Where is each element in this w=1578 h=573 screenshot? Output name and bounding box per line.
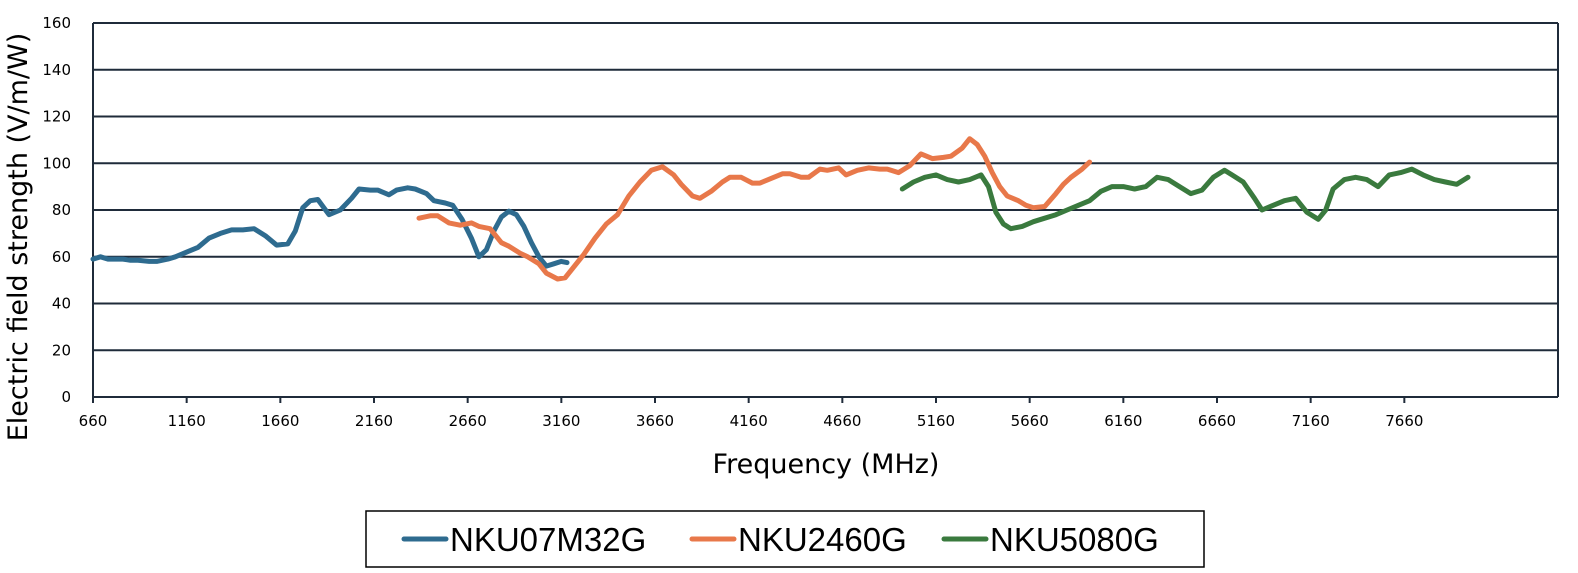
legend-label: NKU5080G [990,521,1159,558]
y-tick-label: 100 [42,154,71,172]
legend-label: NKU07M32G [450,521,646,558]
x-tick-labels: 660 1160 1660 2160 2660 3160 3660 4160 4660 5160 5… [79,397,1423,430]
y-tick-label: 0 [61,388,71,406]
x-tick-label: 4160 [730,412,768,430]
y-tick-label: 140 [42,61,71,79]
x-tick-label: 7160 [1292,412,1330,430]
legend-frame [365,510,1205,568]
series-line-nku2460g [416,136,1093,282]
x-tick-label: 2660 [449,412,487,430]
series-lines [90,136,1471,282]
x-tick-label: 5160 [917,412,955,430]
x-tick-label: 6660 [1198,412,1236,430]
x-tick-label: 4660 [823,412,861,430]
x-tick-label: 3660 [636,412,674,430]
grid-lines [93,22,1558,398]
series-line-nku07m32g [90,185,570,269]
plot-area [92,23,1559,397]
x-tick-label: 1160 [168,412,206,430]
x-tick-label: 1660 [261,412,299,430]
x-axis-title: Frequency (MHz) [713,449,940,480]
x-tick-label: 6160 [1104,412,1142,430]
y-tick-label: 40 [52,295,71,313]
y-tick-label: 80 [52,201,71,219]
y-tick-label: 60 [52,248,71,266]
x-tick-label: 3160 [542,412,580,430]
series-line-nku5080g [899,166,1471,232]
legend-label: NKU2460G [738,521,907,558]
y-tick-labels: 0 20 40 60 80 100 120 140 160 [42,14,71,406]
y-axis-title: Electric field strength (V/m/W) [3,33,34,442]
legend: NKU07M32G NKU2460G NKU5080G [365,510,1205,568]
x-tick-label: 5660 [1011,412,1049,430]
x-tick-label: 2160 [355,412,393,430]
y-tick-label: 160 [42,14,71,32]
x-tick-label: 7660 [1385,412,1423,430]
y-tick-label: 20 [52,341,71,359]
x-tick-label: 660 [79,412,108,430]
y-tick-label: 120 [42,108,71,126]
